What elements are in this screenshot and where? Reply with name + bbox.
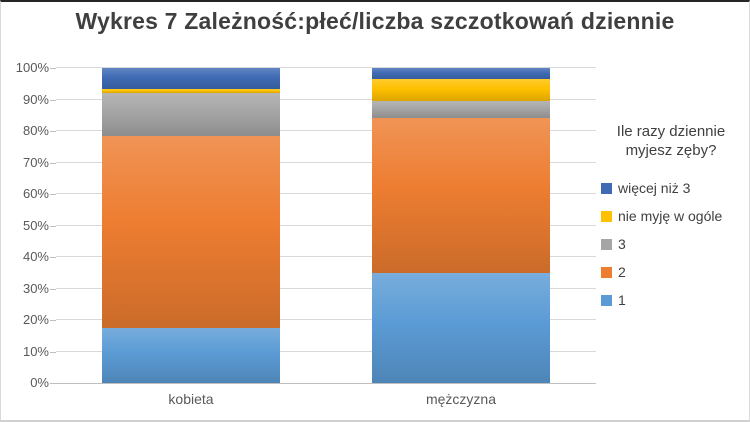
legend-item-2: 2 — [601, 258, 747, 286]
bar-segment-więcej niż 3 — [371, 68, 551, 80]
bar-kobieta — [101, 68, 281, 383]
y-axis-tick-mark — [50, 162, 56, 164]
legend-item-więcej niż 3: więcej niż 3 — [601, 174, 747, 202]
gridline — [56, 98, 596, 100]
legend-label: więcej niż 3 — [618, 180, 691, 196]
y-axis-tick-label: 100% — [15, 60, 49, 75]
y-axis-tick-label: 60% — [22, 186, 49, 201]
y-axis-tick-label: 50% — [22, 217, 49, 233]
bar-segment-nie myję w ogóle — [101, 88, 281, 94]
bar-segment-2 — [371, 118, 551, 273]
y-axis-tick-mark — [50, 383, 56, 384]
x-category-label: kobieta — [168, 391, 214, 407]
y-axis-tick-label: 30% — [22, 280, 49, 296]
legend-swatch-icon — [601, 266, 612, 278]
bar-mężczyzna — [371, 68, 551, 383]
y-axis-tick-mark — [50, 320, 56, 321]
legend-item-1: 1 — [601, 286, 747, 314]
bar-segment-1 — [101, 327, 281, 383]
legend-items: więcej niż 3 nie myję w ogóle 3 2 1 — [601, 174, 747, 314]
gridline — [56, 287, 596, 289]
y-axis-tick-mark — [50, 288, 56, 290]
y-axis-tick-mark — [50, 225, 56, 227]
y-axis-tick-mark — [50, 351, 56, 353]
gridline — [56, 130, 596, 131]
legend: Ile razy dziennie myjesz zęby? więcej ni… — [601, 122, 747, 314]
bar-segment-nie myję w ogóle — [371, 79, 551, 102]
legend-item-3: 3 — [601, 230, 747, 258]
y-axis-tick-label: 0% — [30, 375, 49, 390]
gridline — [56, 161, 596, 163]
bar-segment-3 — [101, 93, 281, 136]
x-category-label: mężczyzna — [425, 391, 497, 407]
legend-item-nie myję w ogóle: nie myję w ogóle — [601, 202, 747, 230]
y-axis-tick-label: 10% — [22, 343, 49, 359]
bar-segment-2 — [101, 135, 281, 328]
bar-segment-więcej niż 3 — [101, 68, 281, 89]
gridline — [56, 67, 596, 68]
gridline — [56, 224, 596, 226]
gridline — [56, 193, 596, 194]
gridline — [56, 350, 596, 352]
y-axis-tick-label: 70% — [22, 154, 49, 170]
y-axis-tick-mark — [50, 194, 56, 195]
legend-title: Ile razy dziennie myjesz zęby? — [616, 123, 726, 159]
gridline — [56, 319, 596, 320]
legend-swatch-icon — [601, 294, 612, 306]
y-axis-tick-mark — [50, 99, 56, 101]
y-axis-tick-mark — [50, 131, 56, 132]
y-axis-tick-label: 80% — [22, 123, 49, 138]
legend-label: nie myję w ogóle — [618, 208, 723, 224]
bar-segment-1 — [371, 272, 551, 383]
gridline — [56, 256, 596, 257]
y-axis-tick-mark — [50, 257, 56, 258]
plot-area — [56, 67, 596, 384]
legend-label: 1 — [618, 292, 626, 308]
y-axis-tick-label: 40% — [22, 249, 49, 264]
legend-label: 2 — [618, 264, 626, 280]
legend-label: 3 — [618, 236, 626, 252]
y-axis-tick-label: 20% — [22, 312, 49, 327]
legend-swatch-icon — [601, 210, 612, 222]
legend-swatch-icon — [601, 182, 612, 194]
legend-swatch-icon — [601, 238, 612, 250]
chart-title: Wykres 7 Zależność:płeć/liczba szczotkow… — [75, 8, 675, 34]
y-axis-tick-label: 90% — [22, 91, 49, 107]
bar-segment-3 — [371, 101, 551, 119]
y-axis-tick-mark — [50, 68, 56, 69]
